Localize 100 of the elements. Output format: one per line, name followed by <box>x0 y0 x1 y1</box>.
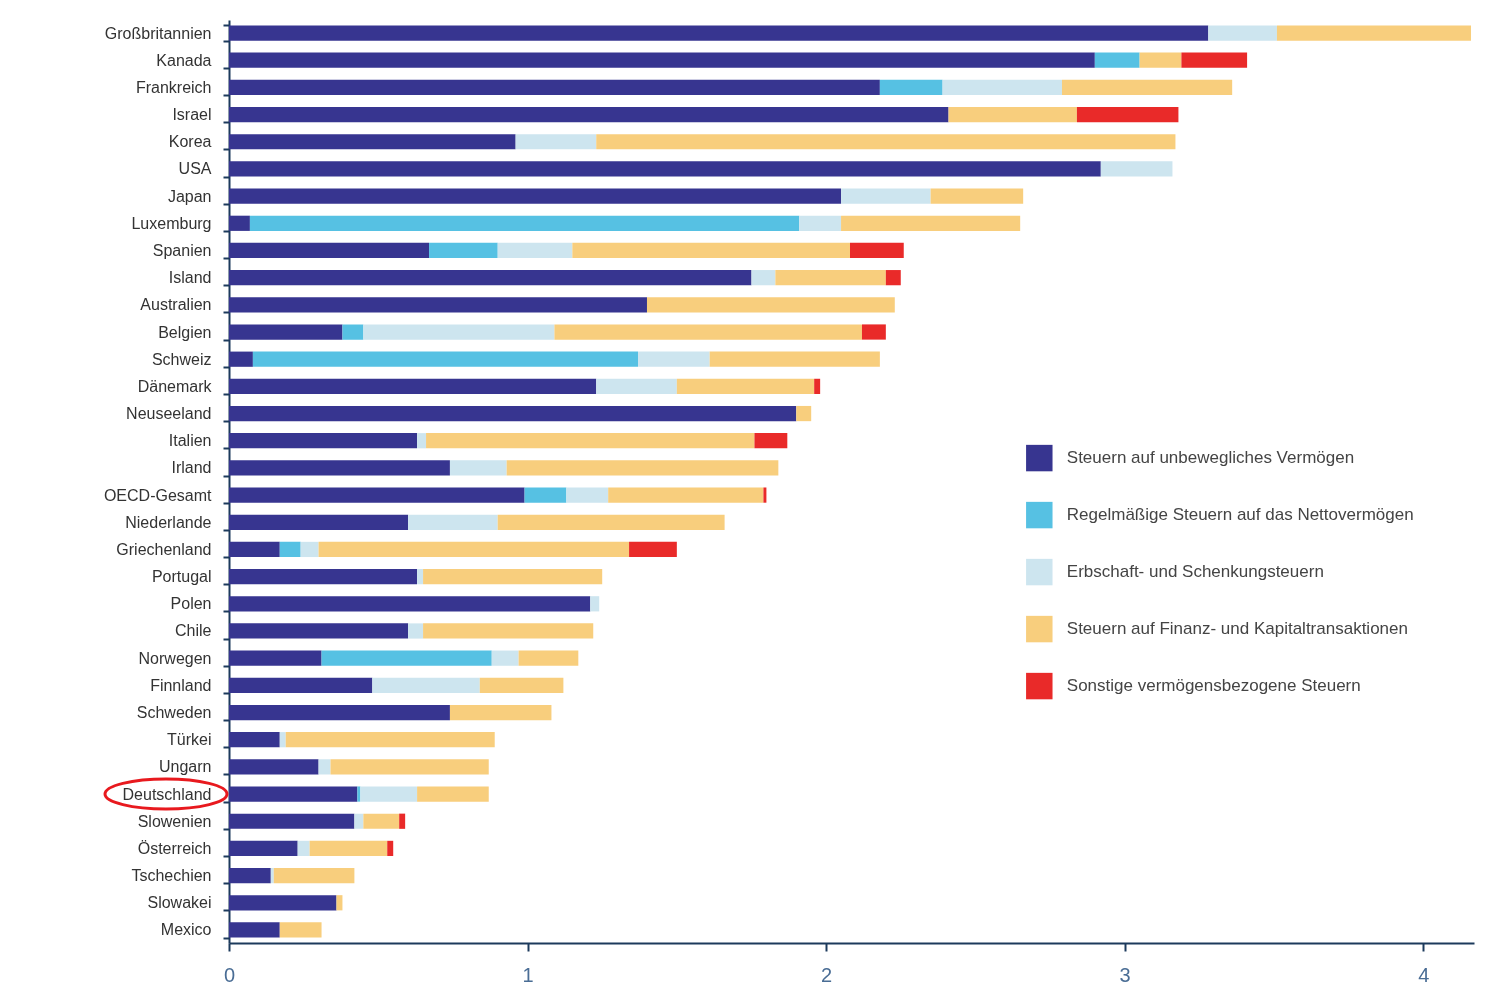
bar <box>572 242 851 259</box>
bar <box>1208 25 1277 41</box>
bar <box>479 677 564 693</box>
bar <box>229 840 298 857</box>
bar <box>229 487 525 503</box>
bar <box>426 433 755 449</box>
legend-label: Sonstige vermögensbezogene Steuern <box>1066 676 1361 696</box>
bar <box>841 188 931 204</box>
bar <box>408 514 498 530</box>
bar <box>309 840 388 857</box>
bar <box>279 922 322 938</box>
y-tick-label: Slowakei <box>147 894 212 912</box>
bar <box>408 623 424 639</box>
y-tick-label: Slowenien <box>137 812 212 830</box>
bar <box>318 759 331 775</box>
bar <box>229 895 337 911</box>
bar <box>363 813 400 829</box>
bar <box>429 242 498 259</box>
bar <box>363 324 555 340</box>
bar <box>229 813 355 829</box>
bar <box>229 324 343 340</box>
bar <box>229 786 358 802</box>
bar <box>417 569 424 585</box>
y-tick-label: Luxemburg <box>131 214 212 232</box>
x-tick-label: 3 <box>1119 963 1131 986</box>
bar <box>596 134 1176 150</box>
bar <box>423 569 603 585</box>
bar <box>354 813 364 829</box>
bar <box>229 623 409 639</box>
y-tick-label: Spanien <box>152 241 212 259</box>
bar <box>336 895 343 911</box>
bar <box>596 378 677 394</box>
bar <box>330 759 489 775</box>
y-tick-label: Deutschland <box>122 785 212 803</box>
y-tick-label: Mexico <box>160 921 212 939</box>
bar <box>229 704 450 721</box>
bar <box>229 650 322 666</box>
bar <box>763 487 767 503</box>
bar <box>885 270 901 286</box>
bar <box>1276 25 1472 41</box>
bar <box>229 270 752 286</box>
legend-label: Steuern auf Finanz- und Kapitaltransaktionen <box>1066 619 1408 639</box>
y-tick-label: Norwegen <box>138 649 212 667</box>
y-tick-label: Schweiz <box>151 350 212 368</box>
y-tick-label: Italien <box>168 432 212 450</box>
bar <box>297 840 310 857</box>
bar <box>796 405 812 422</box>
y-tick-label: USA <box>178 160 212 178</box>
bar <box>360 786 418 802</box>
bar <box>229 460 450 476</box>
bar <box>1100 161 1173 177</box>
bar <box>229 378 597 394</box>
bar <box>229 52 1095 68</box>
y-tick-label: OECD-Gesamt <box>103 486 213 504</box>
bar <box>229 161 1101 177</box>
bar <box>342 324 364 340</box>
y-tick-label: Polen <box>170 595 212 613</box>
bar <box>449 460 507 476</box>
x-tick-label: 4 <box>1418 963 1430 986</box>
y-tick-label: Kanada <box>156 51 212 69</box>
y-tick-label: Island <box>168 269 212 287</box>
bar <box>318 541 630 558</box>
y-tick-label: Tschechien <box>131 867 212 885</box>
y-tick-label: Finnland <box>150 676 212 694</box>
bar <box>229 134 516 150</box>
bar <box>229 596 591 612</box>
bar <box>861 324 886 340</box>
bar <box>229 433 418 449</box>
bar <box>387 840 394 857</box>
bar <box>229 732 280 748</box>
bar <box>249 215 800 231</box>
bar <box>948 106 1077 123</box>
bar <box>321 650 492 666</box>
y-tick-label: Dänemark <box>137 377 213 395</box>
bar <box>285 732 495 748</box>
y-tick-label: Israel <box>172 106 212 124</box>
y-tick-label: Korea <box>168 133 212 151</box>
bar <box>850 242 904 259</box>
y-tick-label: Irland <box>171 459 212 477</box>
y-tick-label: Japan <box>167 187 212 205</box>
bar <box>279 732 286 748</box>
bar <box>518 650 579 666</box>
bar <box>449 704 552 721</box>
bar <box>229 569 418 585</box>
bar <box>229 106 949 123</box>
bar <box>566 487 609 503</box>
bar <box>709 351 880 367</box>
y-tick-label: Neuseeland <box>126 405 212 423</box>
legend-label: Erbschaft- und Schenkungsteuern <box>1066 562 1324 582</box>
bar <box>841 215 1021 231</box>
bar <box>608 487 764 503</box>
bar <box>270 867 274 884</box>
bar <box>229 514 409 530</box>
bar <box>775 270 886 286</box>
bar <box>942 79 1062 96</box>
bar <box>754 433 788 449</box>
y-tick-label: Belgien <box>158 323 212 341</box>
bar <box>279 541 301 558</box>
bar <box>497 514 725 530</box>
y-tick-label: Chile <box>175 622 212 640</box>
